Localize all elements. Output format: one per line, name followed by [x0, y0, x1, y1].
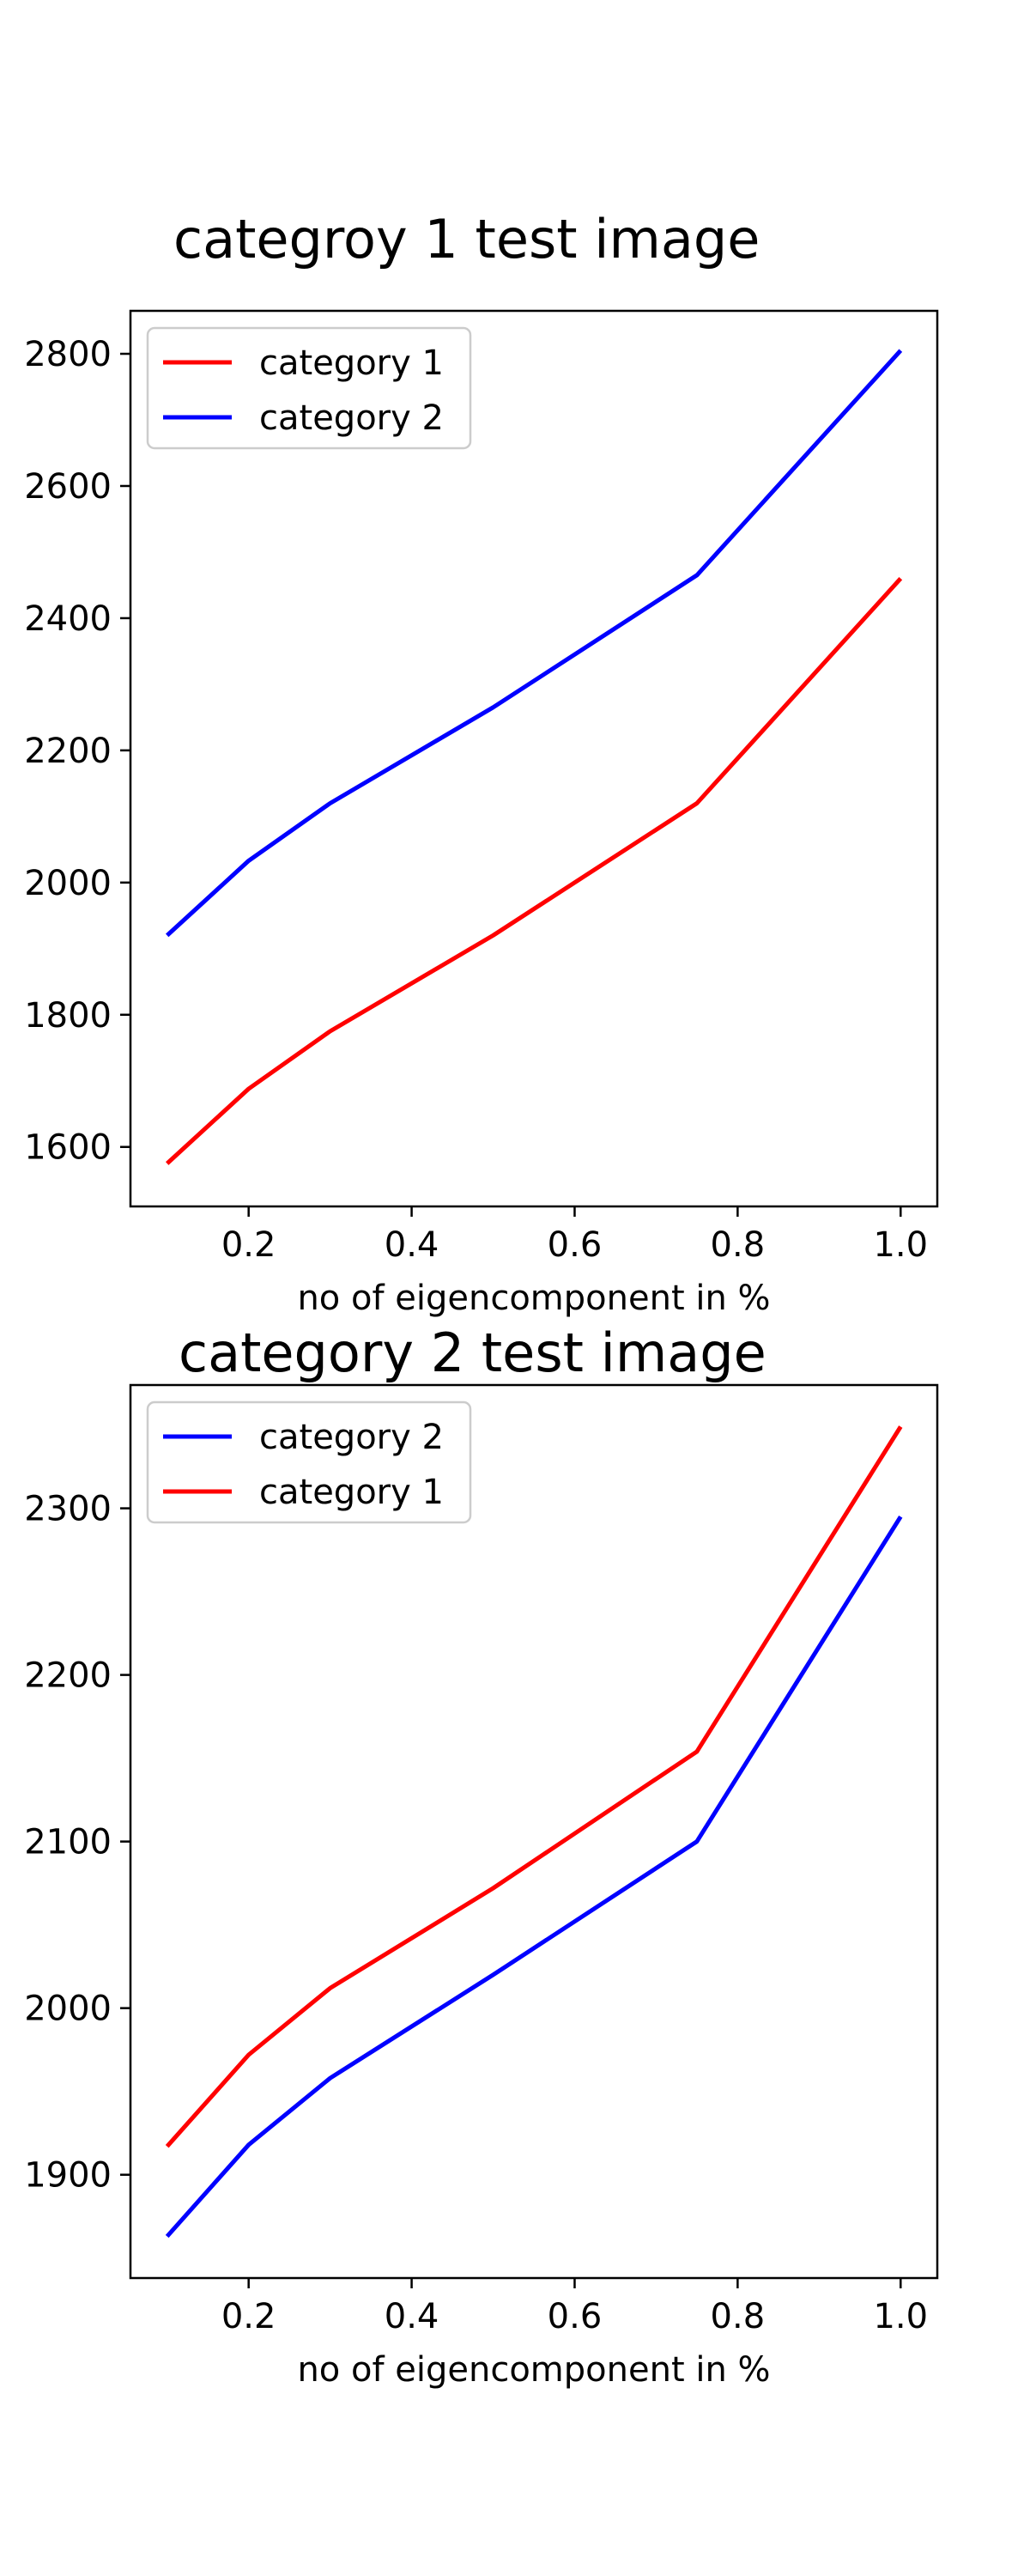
- legend-label: category 2: [259, 398, 444, 438]
- chart-title: categroy 1 test image: [173, 208, 760, 270]
- plot-frame: [129, 309, 939, 1208]
- series-line-category-1: [166, 577, 903, 1165]
- series-line-category-1: [165, 1425, 903, 2148]
- x-tick-label: 0.4: [385, 2297, 439, 2336]
- chart-category-2-test-image: category 2 test image 0.2 0.4 0.6 0.8 1.0 1900…: [24, 1321, 939, 2390]
- x-axis-label: no of eigencomponent in %: [297, 1279, 770, 1318]
- x-tick-label: 0.8: [711, 2297, 766, 2336]
- x-tick-label: 0.6: [548, 1225, 603, 1265]
- y-tick-label: 2600: [24, 467, 112, 507]
- y-tick-label: 1800: [24, 996, 112, 1036]
- x-tick-label: 1.0: [873, 1225, 928, 1265]
- x-tick-label: 0.4: [385, 1225, 439, 1265]
- legend-label: category 1: [259, 343, 444, 383]
- y-tick-label: 2400: [24, 599, 112, 639]
- x-tick-label: 0.2: [221, 1225, 276, 1265]
- chart-title: category 2 test image: [179, 1321, 766, 1384]
- x-axis-label: no of eigencomponent in %: [297, 2350, 770, 2390]
- x-tick-label: 0.6: [548, 2297, 603, 2336]
- y-tick-label: 2000: [24, 1990, 112, 2029]
- y-tick-label: 2800: [24, 335, 112, 374]
- y-tick-label: 1900: [24, 2156, 112, 2196]
- y-tick-label: 1600: [24, 1128, 112, 1168]
- y-tick-label: 2300: [24, 1490, 112, 1529]
- plot-frame: [129, 1383, 939, 2280]
- legend-label: category 1: [259, 1473, 444, 1512]
- chart-category-1-test-image: categroy 1 test image 0.2 0.4 0.6 0.8 1.0 1600…: [24, 208, 939, 1318]
- y-tick-label: 2100: [24, 1823, 112, 1862]
- y-tick-label: 2200: [24, 1656, 112, 1696]
- x-tick-label: 0.8: [711, 1225, 766, 1265]
- x-tick-label: 1.0: [873, 2297, 928, 2336]
- x-tick-label: 0.2: [221, 2297, 276, 2336]
- y-tick-label: 2200: [24, 732, 112, 771]
- legend-label: category 2: [259, 1418, 444, 1457]
- series-line-category-2: [166, 349, 903, 938]
- y-tick-label: 2000: [24, 864, 112, 903]
- series-line-category-2: [165, 1515, 903, 2239]
